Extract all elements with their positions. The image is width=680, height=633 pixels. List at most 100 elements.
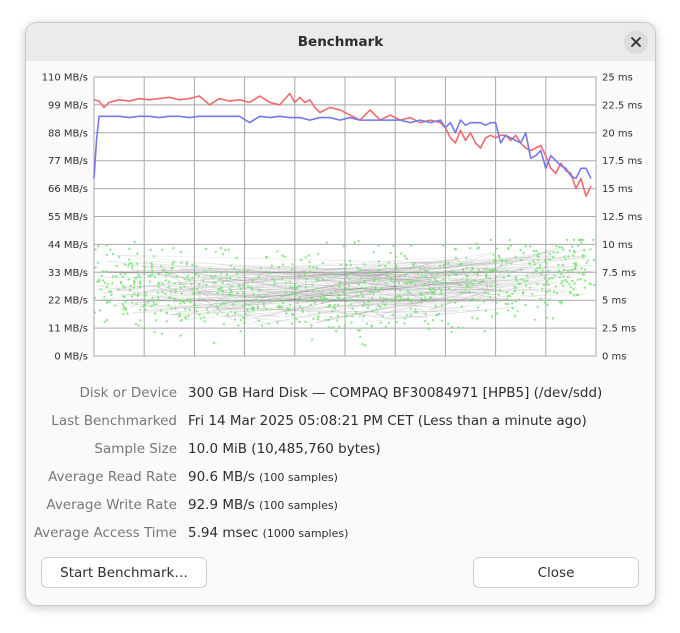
access-time-point [310,338,314,341]
access-time-point [348,277,351,281]
y-tick-label-left: 99 MB/s [48,100,88,111]
access-time-point [203,320,206,323]
access-seek-line [220,277,345,288]
access-seek-line [442,276,460,285]
access-time-point [507,246,510,249]
access-seek-line [456,249,585,267]
access-seek-line [444,261,467,276]
access-time-point [390,278,393,281]
access-seek-line [446,270,484,305]
access-time-point [236,272,239,275]
access-time-point [270,264,274,267]
access-seek-line [195,270,358,316]
access-time-point [577,271,581,275]
access-time-point [317,315,320,318]
access-time-point [368,271,371,274]
last-benchmarked-value: Fri 14 Mar 2025 05:08:21 PM CET (Less th… [188,413,587,429]
access-time-value: 5.94 msec [188,525,259,541]
access-time-point [304,256,307,259]
access-seek-line [289,276,507,301]
access-time-point [432,281,435,285]
access-time-point [258,295,261,298]
access-time-point [264,307,268,311]
access-time-point [563,255,566,258]
access-time-point [397,281,400,285]
access-time-point [331,326,334,329]
access-time-point [424,312,427,316]
access-time-point [546,279,549,283]
access-seek-line [106,258,551,273]
access-time-point [541,269,544,272]
access-time-point [521,292,525,295]
write-rate-line [93,92,592,198]
access-seek-line [96,285,288,319]
access-seek-line [256,274,496,296]
access-time-point [471,266,474,270]
access-time-point [309,326,312,329]
write-rate-row: Average Write Rate 92.9 MB/s (100 sample… [26,497,655,519]
access-time-point [240,287,243,291]
start-benchmark-button[interactable]: Start Benchmark… [41,557,207,588]
read-rate-value: 90.6 MB/s [188,469,255,485]
access-time-point [482,300,486,303]
access-time-point [117,288,120,291]
window-close-button[interactable] [624,30,648,54]
access-time-point [239,330,242,333]
access-seek-line [428,275,550,290]
access-time-point [165,311,169,315]
access-seek-line [211,274,250,277]
access-seek-line [250,298,307,303]
sample-size-value: 10.0 MiB (10,485,760 bytes) [188,441,381,457]
access-seek-line [379,291,434,310]
access-time-point [126,312,129,315]
access-time-point [277,265,281,269]
access-time-point [497,254,500,257]
access-time-point [185,263,189,266]
access-time-point [233,266,236,270]
access-time-point [221,253,225,256]
access-time-point [267,322,270,325]
access-time-point [219,247,223,250]
access-time-point [132,280,136,283]
access-time-point [148,299,151,302]
access-time-point [271,277,274,281]
access-time-point [138,280,142,283]
access-time-point [361,342,364,346]
access-time-point [533,318,537,321]
access-time-point [285,312,288,315]
access-time-point [489,295,492,299]
access-time-point [545,262,548,266]
close-button[interactable]: Close [473,557,639,588]
access-time-point [454,301,457,304]
access-time-point [481,280,484,283]
access-time-point [502,276,505,279]
access-time-point [212,341,216,345]
access-time-point [588,282,592,285]
access-seek-line [180,268,303,303]
access-time-point [123,296,126,299]
access-time-label: Average Access Time [33,525,177,541]
access-seek-line [153,270,593,310]
access-time-point [167,272,170,275]
access-time-point [389,271,393,274]
access-time-point [219,272,223,275]
access-time-point [583,254,586,258]
access-time-point [423,275,426,279]
access-time-point [552,255,555,259]
access-time-point [325,241,328,244]
y-tick-label-left: 77 MB/s [48,156,88,167]
read-rate-label: Average Read Rate [48,469,177,485]
access-time-point [581,273,584,276]
access-time-point [377,260,381,263]
access-time-point [276,298,280,301]
access-time-point [312,288,315,292]
access-time-point [152,255,156,258]
access-time-point [150,273,154,277]
access-time-point [545,316,548,319]
access-time-point [336,303,340,307]
access-time-point [109,248,112,251]
access-time-point [183,277,186,281]
access-seek-line [145,260,498,277]
access-time-point [469,246,472,250]
access-time-point [94,266,97,269]
